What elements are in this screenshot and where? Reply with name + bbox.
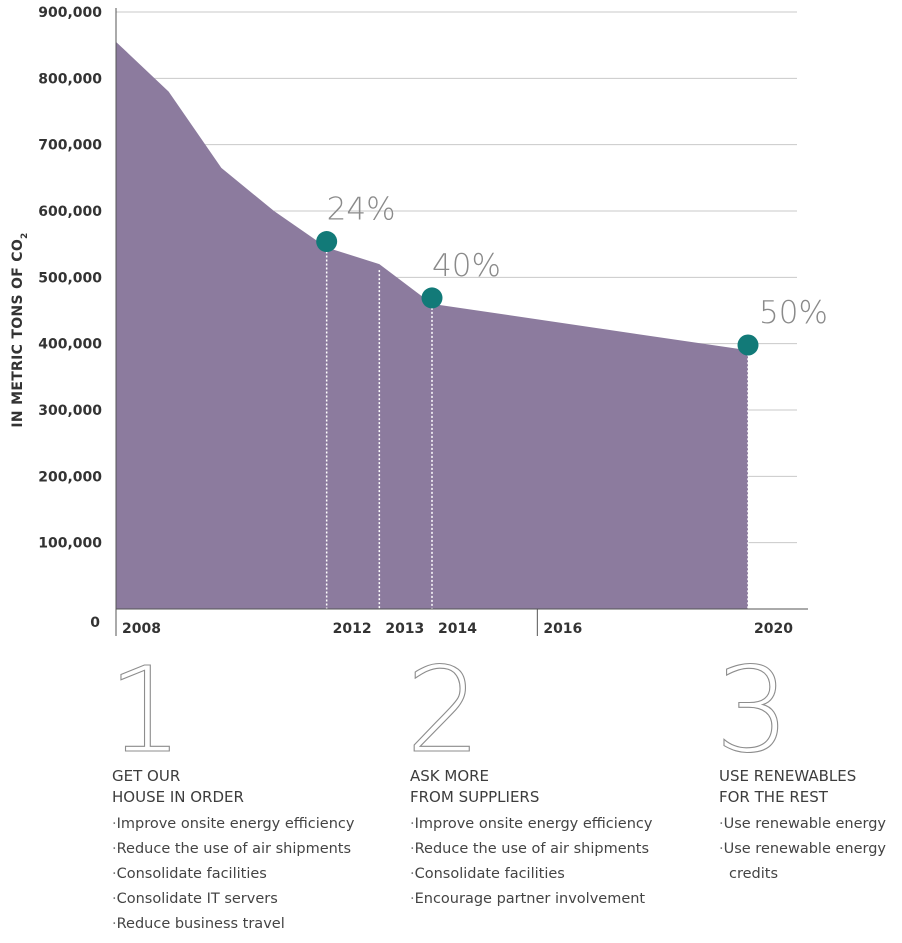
y-tick-label: 900,000 (38, 5, 102, 21)
list-item: Improve onsite energy efficiency (410, 812, 690, 837)
milestone-marker (737, 334, 759, 356)
phase-title: ASK MORE FROM SUPPLIERS (410, 767, 540, 806)
x-tick-label: 2014 (438, 621, 477, 637)
x-tick-labels: 2008 2012 2013 2014 2016 2020 (122, 609, 793, 637)
milestone-markers: 24% 40% 50% (316, 192, 828, 356)
milestone-drop-lines (325, 247, 749, 636)
y-tick-label: 0 (90, 615, 100, 631)
milestone-percent-label: 24% (327, 192, 396, 228)
phase-3: 3 USE RENEWABLES FOR THE REST Use renewa… (714, 650, 899, 887)
list-item: Reduce the use of air shipments (410, 837, 690, 862)
list-item: Reduce the use of air shipments (112, 837, 392, 862)
phase-number: 3 (714, 641, 791, 779)
axes (115, 8, 808, 636)
phase-action-list: Improve onsite energy efficiency Reduce … (112, 812, 392, 937)
y-tick-label: 600,000 (38, 204, 102, 220)
list-item: Encourage partner involvement (410, 887, 690, 912)
y-tick-label: 500,000 (38, 270, 102, 286)
list-item: Consolidate IT servers (112, 887, 392, 912)
phase-2: 2 ASK MORE FROM SUPPLIERS Improve onsite… (405, 650, 690, 912)
phase-action-list: Improve onsite energy efficiency Reduce … (410, 812, 690, 912)
y-tick-label: 400,000 (38, 337, 102, 353)
phase-number: 1 (107, 641, 184, 779)
x-tick-label: 2016 (543, 621, 582, 637)
milestone-marker (316, 231, 338, 253)
list-item: Consolidate facilities (410, 862, 690, 887)
y-tick-label: 100,000 (38, 536, 102, 552)
list-item: Use renewable energy (719, 812, 899, 837)
list-item: Improve onsite energy efficiency (112, 812, 392, 837)
milestone-percent-label: 40% (432, 248, 501, 284)
list-item: Use renewable energy credits (719, 837, 899, 887)
phase-number: 2 (405, 641, 482, 779)
list-item: Reduce business travel (112, 912, 392, 937)
x-tick-label: 2013 (385, 621, 424, 637)
phase-1: 1 GET OUR HOUSE IN ORDER Improve onsite … (107, 650, 392, 937)
y-tick-label: 800,000 (38, 71, 102, 87)
x-tick-label: 2012 (333, 621, 372, 637)
y-tick-label: 200,000 (38, 469, 102, 485)
phase-title: USE RENEWABLES FOR THE REST (719, 767, 857, 806)
y-axis-label: IN METRIC TONS OF CO2 (10, 232, 30, 427)
y-tick-label: 300,000 (38, 403, 102, 419)
emissions-area-chart: 0 100,000 200,000 300,000 400,000 500,000 600,… (10, 5, 828, 637)
y-tick-label: 700,000 (38, 138, 102, 154)
x-tick-label: 2020 (754, 621, 793, 637)
milestone-marker (421, 287, 443, 309)
phase-action-list: Use renewable energy Use renewable energ… (719, 812, 899, 887)
list-item: Consolidate facilities (112, 862, 392, 887)
y-tick-labels: 0 100,000 200,000 300,000 400,000 500,000 600,… (38, 5, 102, 631)
milestone-percent-label: 50% (759, 295, 828, 331)
phase-title: GET OUR HOUSE IN ORDER (112, 767, 244, 806)
x-tick-label: 2008 (122, 621, 161, 637)
